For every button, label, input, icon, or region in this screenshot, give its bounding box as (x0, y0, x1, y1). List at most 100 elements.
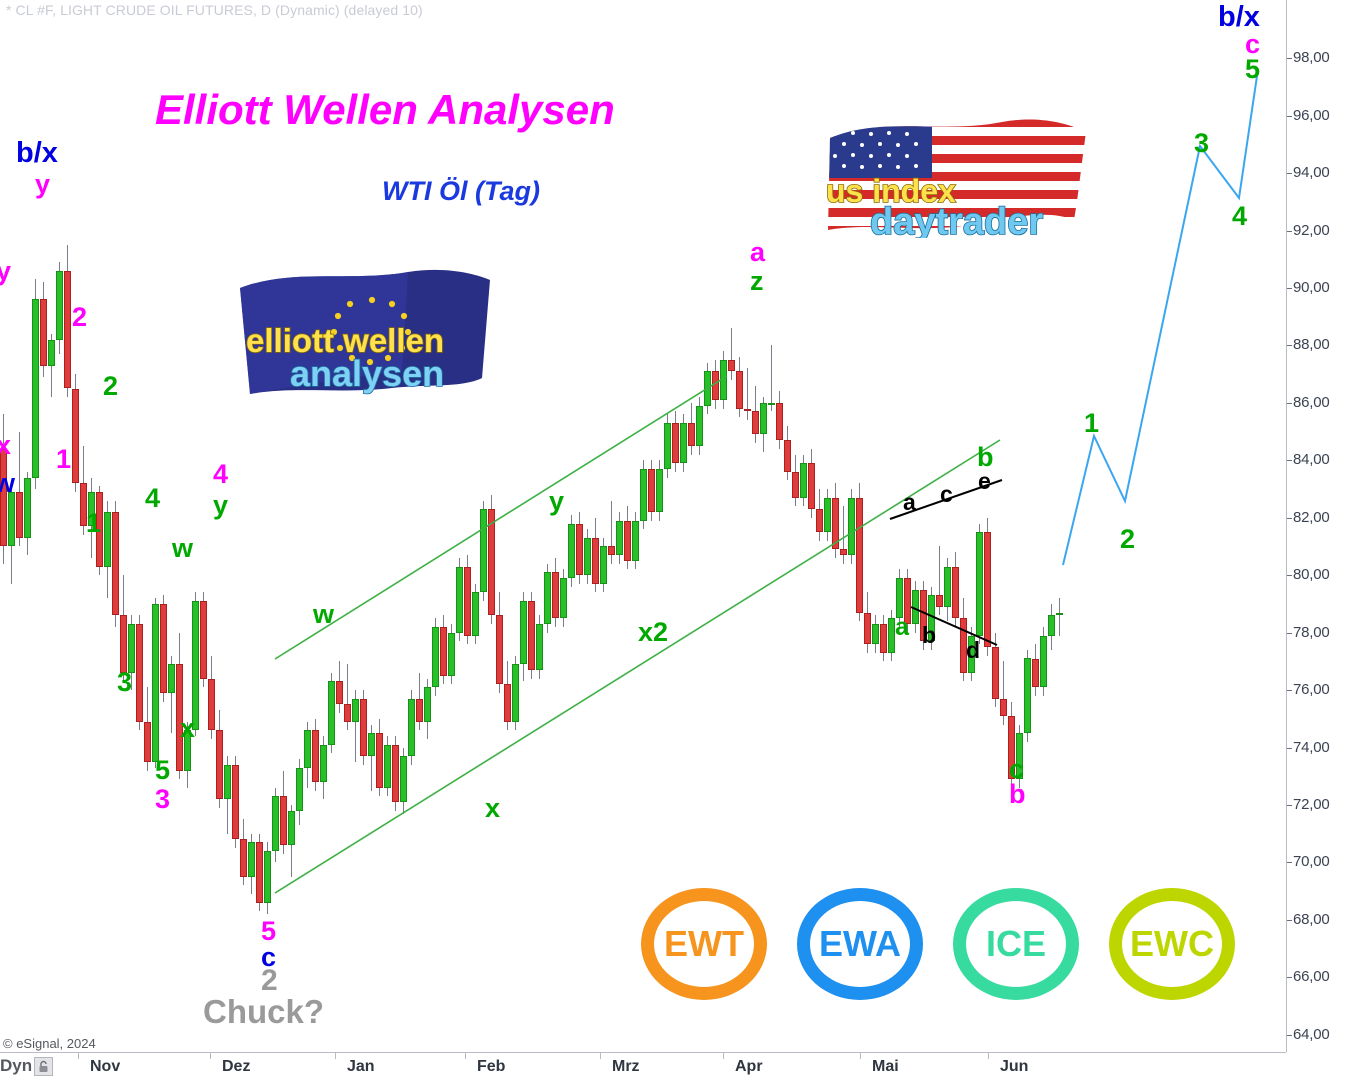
candle-body-up (408, 698, 415, 757)
candle-body-up (976, 532, 983, 636)
candle-body-up (568, 523, 575, 579)
candle (800, 454, 807, 507)
badge-logo-ewa: EWA (797, 888, 923, 1000)
candle-wick (171, 655, 172, 734)
price-axis[interactable]: 98,00 96,00 94,00 92,00 90,00 88,00 86,00 84,00… (1287, 0, 1348, 1081)
wave-label-w: w (172, 533, 194, 563)
candle (24, 471, 31, 556)
candle-body-up (680, 422, 687, 464)
page-title: Elliott Wellen Analysen (155, 86, 615, 133)
candle (64, 244, 71, 398)
candle-body-down (136, 624, 143, 722)
candle-body-up (616, 520, 623, 556)
candle-wick (731, 328, 732, 380)
wave-label-w: w (0, 468, 16, 498)
candle (760, 397, 767, 452)
badge-logo-ewc: EWC (1109, 888, 1235, 1000)
candle (72, 374, 79, 492)
price-tick: 70,00 (1287, 853, 1348, 871)
candle-body-up (656, 468, 663, 512)
dyn-lock-control[interactable]: Dyn (0, 1056, 54, 1076)
candle-body-down (776, 402, 783, 441)
time-axis-label: Feb (477, 1058, 506, 1075)
candle-body-up (48, 339, 55, 366)
wave-label-x: x (485, 793, 501, 823)
candle (640, 460, 647, 530)
candle (256, 833, 263, 912)
candle (48, 333, 55, 398)
candle (408, 690, 415, 765)
price-tick: 68,00 (1287, 911, 1348, 929)
wave-label-1: 1 (56, 444, 72, 474)
candle (152, 598, 159, 768)
candle-body-down (648, 468, 655, 512)
candle-body-up (704, 371, 711, 406)
wave-label-1: 1 (1084, 408, 1100, 438)
candle (584, 529, 591, 584)
candle-body-down (232, 764, 239, 840)
candle-body-down (256, 842, 263, 903)
wave-label-x: x (0, 430, 12, 460)
candle-body-down (392, 744, 399, 803)
price-tick: 78,00 (1287, 624, 1348, 642)
candle (808, 448, 815, 518)
wave-label-c: c (1245, 29, 1261, 59)
candle-body-down (688, 422, 695, 446)
candle (272, 787, 279, 863)
candle (312, 718, 319, 791)
candle-body-down (360, 698, 367, 757)
candle-body-up (480, 509, 487, 593)
candle (304, 721, 311, 788)
time-axis-gridmark (600, 1053, 601, 1059)
wave-label-e: e (978, 468, 991, 494)
candle-body-up (368, 733, 375, 757)
candle-body-up (824, 497, 831, 533)
candle-body-down (728, 359, 735, 372)
wave-label-3: 3 (1194, 128, 1210, 158)
price-tick: 92,00 (1287, 222, 1348, 240)
candle-body-up (536, 624, 543, 670)
candle (216, 710, 223, 808)
candle-body-down (984, 532, 991, 647)
candle (1024, 649, 1031, 742)
candle (376, 718, 383, 797)
candle-body-up (1016, 733, 1023, 780)
price-tick-label: 72,00 (1293, 795, 1330, 813)
price-tick: 64,00 (1287, 1026, 1348, 1044)
wave-label-3: 3 (117, 667, 133, 697)
price-tick: 86,00 (1287, 394, 1348, 412)
candle-body-down (744, 408, 751, 412)
candle-body-down (16, 491, 23, 538)
candle (680, 414, 687, 472)
price-tick-label: 66,00 (1293, 968, 1330, 986)
candle (768, 345, 775, 412)
candle (840, 506, 847, 564)
candle (392, 736, 399, 811)
candle-body-up (664, 422, 671, 469)
candle-body-up (720, 359, 727, 400)
lock-icon[interactable] (34, 1056, 54, 1076)
candle-body-down (96, 491, 103, 567)
candle-body-up (88, 491, 95, 527)
candle-wick (747, 368, 748, 421)
time-axis[interactable]: Dyn Nov Dez Jan Feb Mrz Apr Mai Jun (0, 1053, 1348, 1081)
time-axis-label: Jan (347, 1058, 375, 1075)
candle (424, 678, 431, 739)
candle-body-up (384, 744, 391, 788)
candle (168, 655, 175, 734)
candle-body-up (768, 402, 775, 405)
candle-body-up (800, 463, 807, 498)
candle (296, 759, 303, 826)
wave-label-b: b (977, 442, 994, 472)
candle-body-down (936, 595, 943, 607)
wave-label-4: 4 (213, 459, 229, 489)
time-axis-label: Mai (872, 1058, 899, 1075)
candle (472, 583, 479, 645)
wave-label-b: b (1009, 779, 1026, 809)
candle-body-down (64, 270, 71, 389)
candle-body-up (632, 520, 639, 561)
candle-body-down (160, 603, 167, 693)
price-tick: 84,00 (1287, 451, 1348, 469)
candle (1000, 661, 1007, 725)
wave-label-3: 3 (155, 784, 171, 814)
